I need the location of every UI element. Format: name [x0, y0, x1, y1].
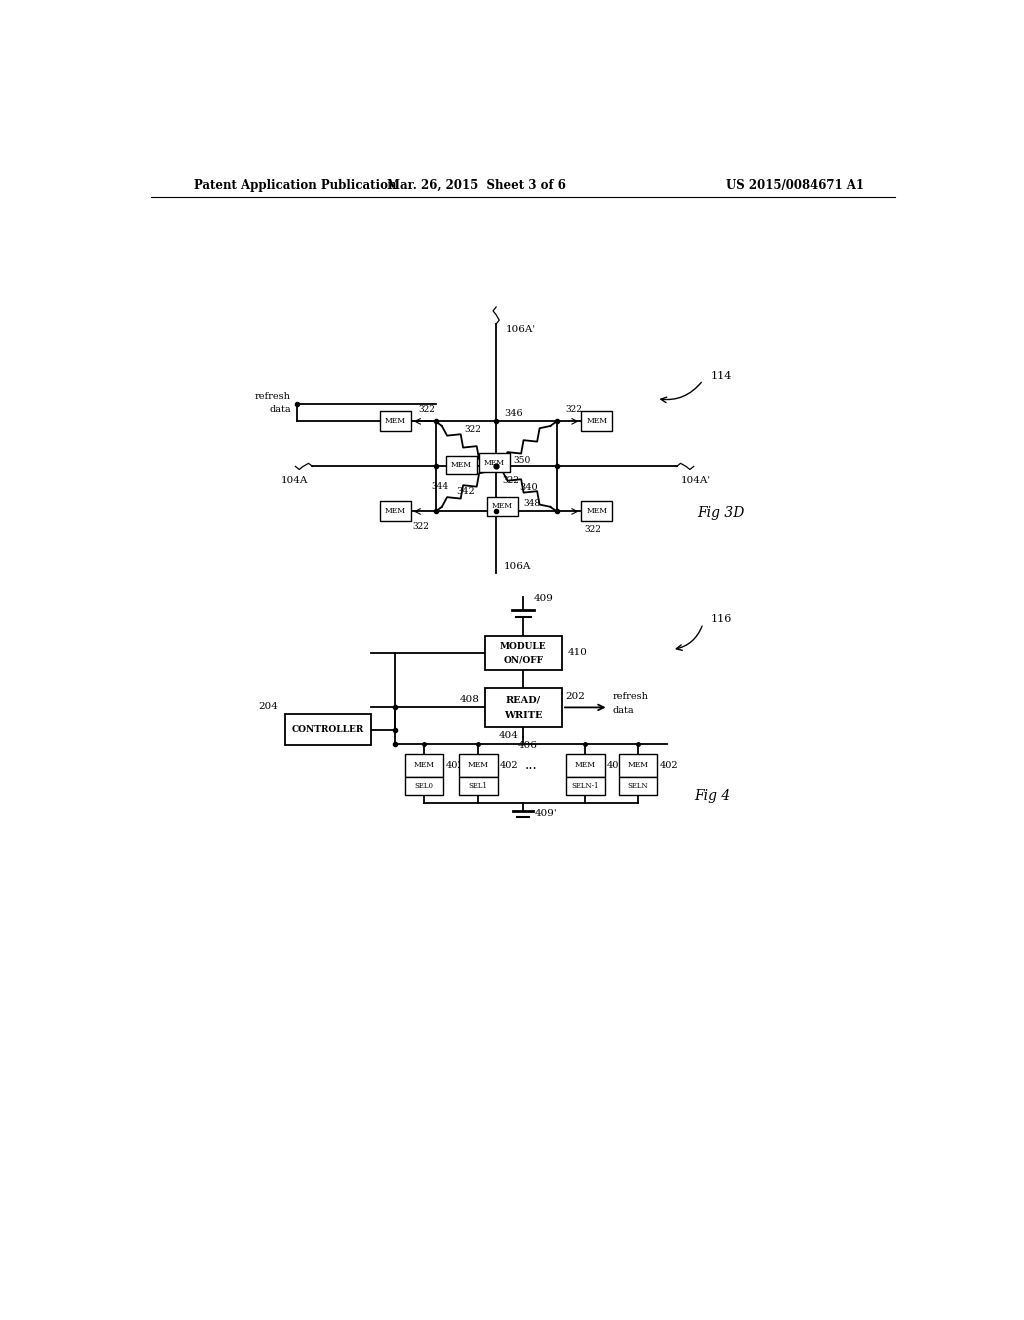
Bar — [404, 754, 443, 776]
Text: READ/: READ/ — [506, 696, 541, 704]
Text: US 2015/0084671 A1: US 2015/0084671 A1 — [726, 178, 864, 191]
Text: MEM: MEM — [385, 507, 406, 515]
Text: Patent Application Publication: Patent Application Publication — [194, 178, 396, 191]
Bar — [566, 776, 604, 795]
Text: 322: 322 — [566, 405, 583, 413]
Text: WRITE: WRITE — [504, 710, 543, 719]
Text: SELN: SELN — [628, 781, 648, 789]
Text: 404: 404 — [499, 731, 518, 741]
Text: 342: 342 — [456, 487, 474, 495]
Text: 106A: 106A — [504, 562, 531, 572]
Text: MODULE: MODULE — [500, 642, 547, 651]
Text: MEM: MEM — [574, 762, 596, 770]
Bar — [484, 688, 562, 726]
Text: 410: 410 — [567, 648, 588, 657]
Text: MEM: MEM — [492, 503, 513, 511]
Text: ...: ... — [524, 758, 538, 772]
Text: 350: 350 — [513, 455, 530, 465]
Bar — [459, 754, 498, 776]
Text: MEM: MEM — [628, 762, 648, 770]
Bar — [582, 412, 612, 432]
Text: 402: 402 — [445, 760, 464, 770]
Text: 406: 406 — [517, 741, 537, 750]
Text: SELN-1: SELN-1 — [571, 781, 599, 789]
Text: refresh: refresh — [612, 692, 648, 701]
Bar — [445, 455, 477, 474]
Text: MEM: MEM — [468, 762, 488, 770]
Text: CONTROLLER: CONTROLLER — [292, 725, 365, 734]
Bar — [566, 754, 604, 776]
Text: 409': 409' — [535, 809, 557, 818]
Text: 344: 344 — [432, 482, 449, 491]
Text: Fig 4: Fig 4 — [693, 789, 730, 803]
Bar — [285, 714, 372, 744]
Text: 322: 322 — [418, 405, 435, 413]
Text: 204: 204 — [258, 702, 279, 711]
Text: 402: 402 — [500, 760, 518, 770]
Text: 408: 408 — [460, 696, 480, 704]
Bar — [618, 754, 657, 776]
Text: 348: 348 — [523, 499, 541, 508]
Bar — [479, 453, 510, 471]
Text: Fig 3D: Fig 3D — [697, 506, 745, 520]
Bar — [484, 636, 562, 669]
Text: SEL1: SEL1 — [469, 781, 487, 789]
Text: refresh: refresh — [255, 392, 291, 401]
Text: 402: 402 — [607, 760, 626, 770]
Text: 202: 202 — [565, 692, 585, 701]
Text: 402: 402 — [659, 760, 678, 770]
Bar — [380, 502, 411, 521]
Text: MEM: MEM — [414, 762, 434, 770]
Text: 409: 409 — [535, 594, 554, 603]
Text: 106A': 106A' — [506, 326, 536, 334]
Text: 322: 322 — [503, 475, 519, 484]
Text: 322: 322 — [413, 523, 429, 531]
Text: 346: 346 — [504, 408, 522, 417]
Text: MEM: MEM — [484, 458, 505, 466]
Text: 322: 322 — [465, 425, 481, 434]
Text: MEM: MEM — [451, 461, 472, 469]
Bar — [380, 412, 411, 432]
Text: 322: 322 — [585, 525, 601, 535]
Bar — [486, 498, 518, 516]
Text: 114: 114 — [711, 371, 732, 380]
Text: data: data — [612, 706, 634, 715]
Bar — [582, 502, 612, 521]
Bar — [404, 776, 443, 795]
Bar — [618, 776, 657, 795]
Text: MEM: MEM — [385, 417, 406, 425]
Text: SEL0: SEL0 — [415, 781, 433, 789]
Text: 116: 116 — [711, 614, 732, 624]
Text: data: data — [269, 405, 291, 413]
Text: Mar. 26, 2015  Sheet 3 of 6: Mar. 26, 2015 Sheet 3 of 6 — [387, 178, 566, 191]
Text: 340: 340 — [519, 483, 538, 492]
Text: MEM: MEM — [587, 507, 607, 515]
Bar — [459, 776, 498, 795]
Text: 104A': 104A' — [681, 475, 711, 484]
Text: ON/OFF: ON/OFF — [503, 655, 544, 664]
Text: 104A: 104A — [282, 475, 308, 484]
Text: MEM: MEM — [587, 417, 607, 425]
